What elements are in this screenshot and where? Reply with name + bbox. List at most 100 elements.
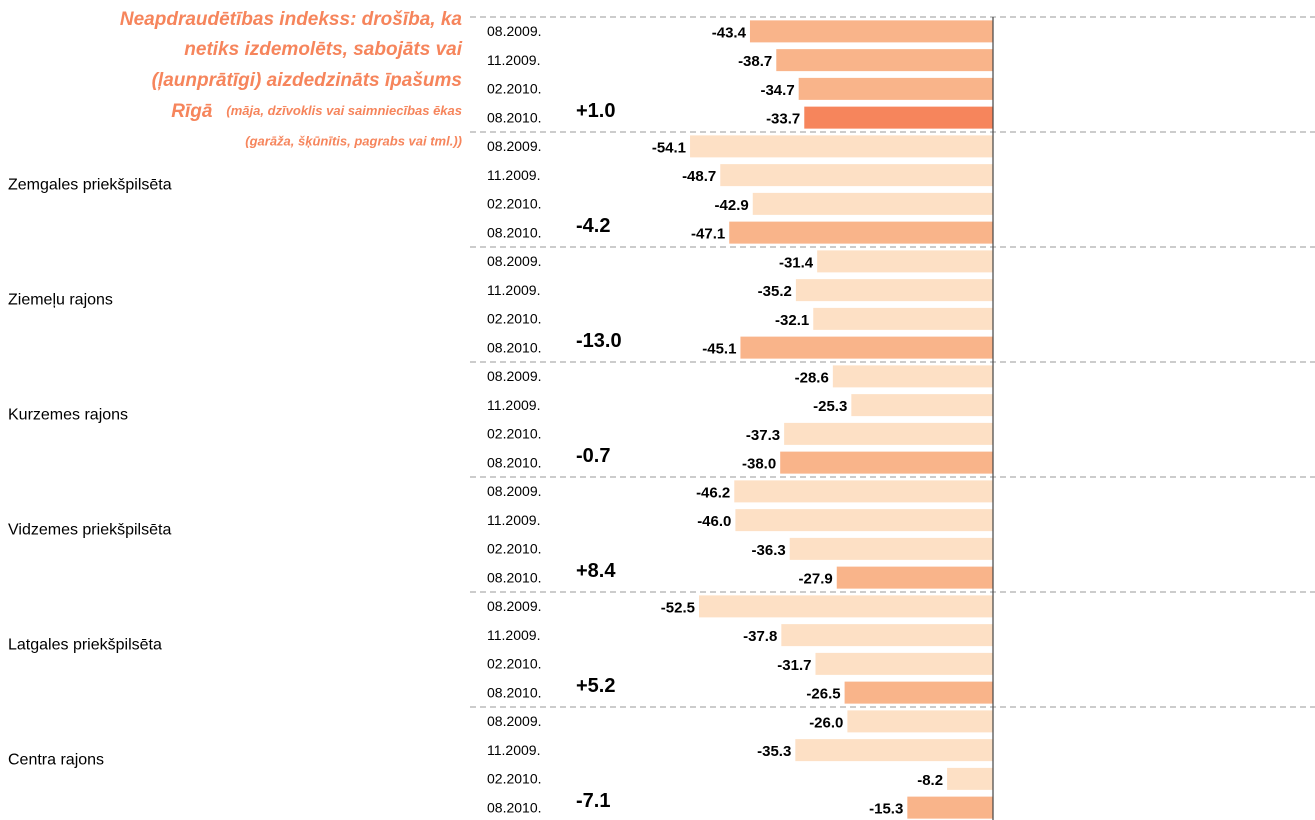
bar xyxy=(851,394,993,417)
period-label: 11.2009. xyxy=(487,627,540,643)
change-label: -7.1 xyxy=(576,790,610,812)
period-label: 08.2010. xyxy=(487,339,542,355)
value-label: -25.3 xyxy=(813,398,847,415)
value-label: -37.3 xyxy=(746,427,780,444)
category-label: Vidzemes priekšpilsēta xyxy=(8,522,171,539)
value-label: -37.8 xyxy=(743,628,777,645)
chart-subtitle: (māja, dzīvoklis vai saimniecības ēkas xyxy=(226,103,462,118)
period-label: 02.2010. xyxy=(487,311,542,327)
period-label: 08.2010. xyxy=(487,569,542,585)
bar xyxy=(789,537,993,560)
category-label: Latgales priekšpilsēta xyxy=(8,637,162,654)
period-label: 02.2010. xyxy=(487,196,542,212)
value-label: -32.1 xyxy=(775,312,809,329)
category-label: Centra rajons xyxy=(8,752,104,769)
bar xyxy=(947,767,993,790)
period-label: 08.2010. xyxy=(487,799,542,815)
change-label: -0.7 xyxy=(576,445,610,467)
bar xyxy=(699,595,993,618)
bar xyxy=(784,422,993,445)
period-label: 02.2010. xyxy=(487,541,542,557)
change-label: +5.2 xyxy=(576,675,615,697)
value-label: -31.7 xyxy=(777,657,811,674)
bar xyxy=(690,135,993,158)
bar xyxy=(844,681,993,704)
value-label: -47.1 xyxy=(691,226,725,243)
value-label: -26.0 xyxy=(809,714,843,731)
period-label: 11.2009. xyxy=(487,282,540,298)
chart-title: Neapdraudētības indekss: drošība, ka xyxy=(120,9,463,30)
value-label: -45.1 xyxy=(702,341,736,358)
period-label: 08.2009. xyxy=(487,713,542,729)
value-label: -42.9 xyxy=(715,197,749,214)
bar xyxy=(780,451,993,474)
bar xyxy=(836,566,993,589)
value-label: -31.4 xyxy=(779,254,814,271)
period-label: 11.2009. xyxy=(487,742,540,758)
value-label: -28.6 xyxy=(795,369,829,386)
chart-title: netiks izdemolēts, sabojāts vai xyxy=(184,39,462,60)
bar xyxy=(720,164,993,187)
chart-title: Rīgā (māja, dzīvoklis vai saimniecības ēk… xyxy=(171,101,462,122)
category-label: Ziemeļu rajons xyxy=(8,292,113,309)
value-label: -35.3 xyxy=(757,743,791,760)
period-label: 08.2010. xyxy=(487,684,542,700)
change-label: +1.0 xyxy=(576,100,615,122)
period-label: 08.2009. xyxy=(487,138,542,154)
period-label: 02.2010. xyxy=(487,656,542,672)
period-label: 08.2010. xyxy=(487,454,542,470)
value-label: -35.2 xyxy=(758,283,792,300)
bar xyxy=(729,221,993,244)
value-label: -26.5 xyxy=(806,686,840,703)
bar xyxy=(749,20,993,43)
change-label: -4.2 xyxy=(576,215,610,237)
bar xyxy=(817,250,993,273)
category-label: Kurzemes rajons xyxy=(8,407,128,424)
value-label: -36.3 xyxy=(752,542,786,559)
bar xyxy=(795,279,993,302)
value-label: -8.2 xyxy=(917,772,943,789)
value-label: -38.7 xyxy=(738,53,772,70)
value-label: -48.7 xyxy=(682,168,716,185)
value-label: -46.2 xyxy=(696,484,730,501)
period-label: 08.2009. xyxy=(487,23,542,39)
value-label: -27.9 xyxy=(799,571,833,588)
bar xyxy=(781,624,993,647)
bar xyxy=(798,77,993,100)
value-label: -43.4 xyxy=(712,24,747,41)
period-label: 02.2010. xyxy=(487,771,542,787)
bar xyxy=(847,710,993,733)
bar xyxy=(804,106,993,129)
period-label: 11.2009. xyxy=(487,397,540,413)
chart-title: (ļaunprātīgi) aizdedzināts īpašums xyxy=(152,70,462,91)
bar xyxy=(815,652,993,675)
change-label: -13.0 xyxy=(576,330,622,352)
bar xyxy=(907,796,993,819)
chart-subtitle: (garāža, šķūnītis, pagrabs vai tml.)) xyxy=(245,133,462,148)
value-label: -38.0 xyxy=(742,456,776,473)
period-label: 08.2009. xyxy=(487,598,542,614)
bar xyxy=(813,307,993,330)
period-label: 02.2010. xyxy=(487,81,542,97)
bar xyxy=(735,509,993,532)
period-label: 08.2010. xyxy=(487,224,542,240)
bar xyxy=(795,739,993,762)
period-label: 08.2010. xyxy=(487,109,542,125)
period-label: 11.2009. xyxy=(487,52,540,68)
value-label: -52.5 xyxy=(661,599,695,616)
chart-title: Rīgā xyxy=(171,101,213,122)
value-label: -15.3 xyxy=(869,801,903,818)
period-label: 11.2009. xyxy=(487,512,540,528)
category-label: Zemgales priekšpilsēta xyxy=(8,177,172,194)
period-label: 02.2010. xyxy=(487,426,542,442)
bar xyxy=(776,49,993,72)
bar xyxy=(832,365,993,388)
period-label: 08.2009. xyxy=(487,483,542,499)
period-label: 08.2009. xyxy=(487,253,542,269)
value-label: -54.1 xyxy=(652,139,686,156)
value-label: -46.0 xyxy=(697,513,731,530)
value-label: -34.7 xyxy=(760,82,794,99)
bar xyxy=(752,192,993,215)
change-label: +8.4 xyxy=(576,560,616,582)
